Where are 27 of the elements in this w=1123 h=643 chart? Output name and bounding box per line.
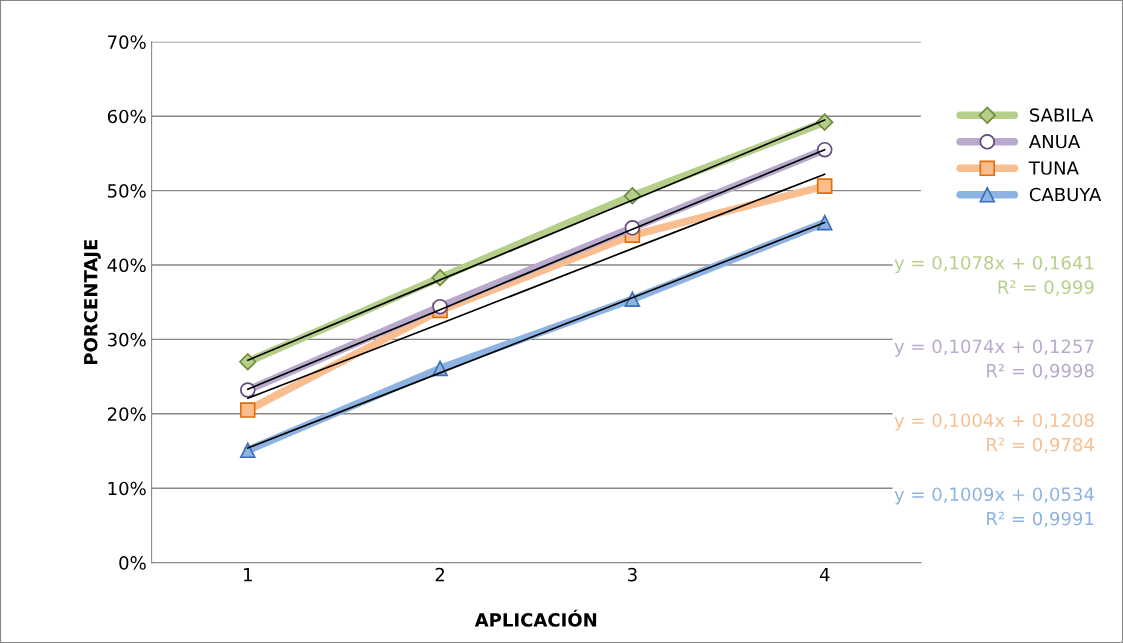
y-axis-title: PORCENTAJE — [83, 239, 101, 365]
point — [816, 178, 833, 194]
legend-label: CABUYA — [1029, 187, 1102, 202]
point — [239, 442, 256, 459]
annotation: y = 0,1078x + 0,1641 R² = 0,999 — [894, 255, 1094, 296]
y-tick-label: 10% — [108, 481, 146, 496]
x-tick-label: 4 — [819, 568, 830, 582]
y-tick-label: 30% — [107, 332, 146, 347]
point — [816, 214, 833, 231]
legend-label: TUNA — [1028, 161, 1079, 175]
y-tick-label: 50% — [108, 184, 146, 198]
annotation: y = 0,1009x + 0,0534 R² = 0,9991 — [894, 487, 1094, 528]
annotation: y = 0,1074x + 0,1257 R² = 0,9998 — [894, 339, 1094, 380]
y-tick-label: 70% — [108, 35, 146, 49]
annotation: y = 0,1004x + 0,1208 R² = 0,9784 — [894, 413, 1094, 454]
x-tick-label: 1 — [244, 568, 252, 582]
x-tick-label: 3 — [628, 567, 637, 582]
y-tick-label: 40% — [107, 258, 146, 273]
point — [239, 402, 256, 418]
x-tick-label: 2 — [435, 567, 445, 582]
y-tick-label: 0% — [119, 556, 146, 570]
y-tick-label: 20% — [107, 407, 146, 421]
y-tick-label: 60% — [107, 109, 146, 124]
legend-label: SABILA — [1029, 108, 1094, 122]
point — [239, 353, 257, 371]
x-axis-title: APLICACIÓN — [474, 609, 597, 627]
legend-label: ANUA — [1028, 134, 1081, 149]
